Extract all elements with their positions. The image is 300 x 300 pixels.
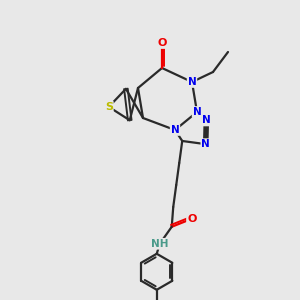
Text: N: N <box>171 125 179 135</box>
Text: N: N <box>201 139 210 149</box>
Text: N: N <box>188 77 196 87</box>
Text: N: N <box>202 116 211 125</box>
Text: S: S <box>105 102 113 112</box>
Text: O: O <box>157 38 167 48</box>
Text: N: N <box>193 107 201 117</box>
Text: O: O <box>187 214 196 224</box>
Text: NH: NH <box>151 239 169 249</box>
